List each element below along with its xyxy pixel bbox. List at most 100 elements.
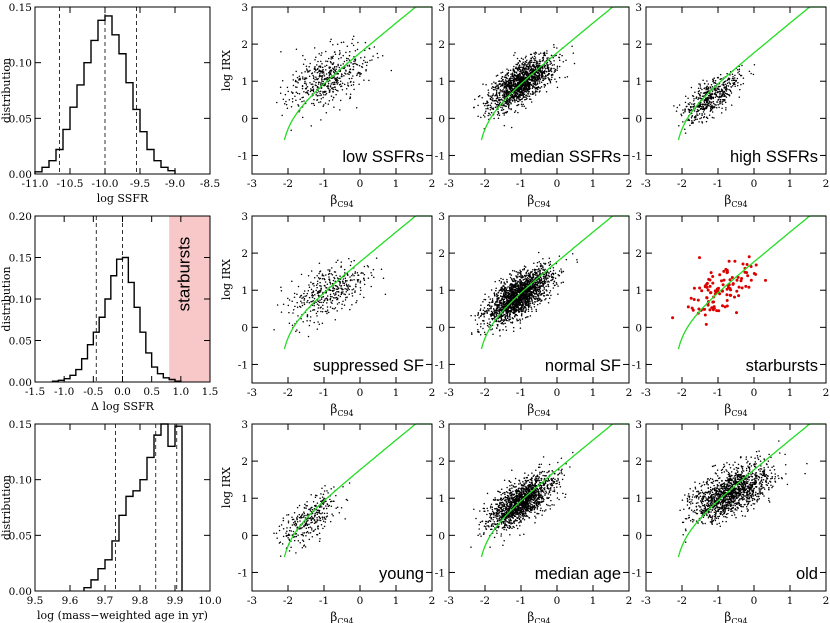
data-point bbox=[529, 61, 532, 63]
data-point bbox=[722, 83, 725, 86]
data-point bbox=[506, 280, 508, 283]
data-point bbox=[504, 286, 506, 289]
data-point bbox=[522, 94, 524, 97]
data-point bbox=[479, 309, 482, 312]
data-point bbox=[500, 320, 502, 322]
data-point bbox=[729, 83, 732, 85]
data-point bbox=[537, 71, 540, 74]
data-point bbox=[714, 80, 717, 82]
data-point bbox=[544, 64, 547, 67]
data-point bbox=[482, 327, 484, 330]
data-point bbox=[375, 257, 378, 259]
data-point bbox=[710, 106, 713, 108]
x-tick-label: 0 bbox=[357, 178, 364, 190]
data-point bbox=[482, 102, 485, 105]
data-point bbox=[528, 84, 530, 87]
data-point bbox=[525, 96, 527, 98]
data-point bbox=[297, 104, 299, 106]
data-point bbox=[557, 285, 559, 287]
data-point bbox=[483, 322, 485, 325]
data-point bbox=[377, 56, 379, 59]
x-tick-label: 2 bbox=[429, 178, 436, 190]
data-point bbox=[294, 305, 296, 308]
data-point bbox=[340, 85, 343, 87]
data-point bbox=[675, 110, 678, 112]
data-points bbox=[470, 251, 579, 337]
data-point bbox=[350, 61, 352, 64]
data-point bbox=[702, 107, 705, 109]
data-point bbox=[524, 266, 527, 268]
data-point bbox=[732, 82, 734, 84]
data-point bbox=[477, 314, 479, 316]
data-point bbox=[320, 97, 323, 100]
data-point bbox=[557, 293, 559, 295]
data-point bbox=[488, 307, 491, 310]
data-point bbox=[536, 281, 538, 283]
data-point bbox=[330, 38, 332, 40]
relation-curve bbox=[283, 6, 432, 141]
data-point bbox=[532, 65, 535, 68]
data-point bbox=[498, 80, 501, 82]
data-point bbox=[549, 289, 552, 292]
data-point bbox=[536, 283, 539, 285]
data-point bbox=[494, 86, 497, 88]
data-point bbox=[483, 316, 485, 318]
data-point bbox=[474, 98, 476, 101]
data-point bbox=[728, 94, 731, 97]
data-point bbox=[540, 85, 543, 88]
data-point bbox=[489, 95, 491, 98]
data-point bbox=[351, 38, 354, 41]
data-point bbox=[483, 298, 485, 301]
data-point bbox=[354, 58, 357, 60]
data-point bbox=[502, 298, 505, 300]
data-point bbox=[340, 41, 343, 44]
data-point bbox=[295, 330, 297, 333]
data-point bbox=[550, 273, 553, 276]
data-point bbox=[307, 93, 310, 96]
hist-ssfr: -11.0 -10.5 -10.0 -9.5 -9.0 -8.50.000.050.100… bbox=[0, 2, 220, 205]
data-point bbox=[520, 298, 522, 301]
data-point bbox=[730, 86, 733, 88]
data-point bbox=[311, 283, 314, 285]
data-point bbox=[510, 108, 512, 111]
data-points bbox=[276, 35, 393, 131]
data-point bbox=[721, 107, 723, 110]
histogram-frame bbox=[34, 6, 211, 175]
data-point bbox=[326, 309, 329, 311]
y-tick-label: 0 bbox=[241, 113, 248, 125]
data-point bbox=[307, 335, 310, 338]
data-point bbox=[506, 84, 509, 86]
data-point bbox=[553, 43, 555, 46]
data-point bbox=[341, 89, 344, 91]
data-point bbox=[534, 53, 536, 55]
data-point bbox=[490, 289, 493, 291]
data-point bbox=[290, 106, 293, 108]
y-tick-label: 0.10 bbox=[9, 475, 32, 487]
data-point bbox=[325, 69, 327, 71]
data-point bbox=[319, 291, 322, 293]
data-point bbox=[487, 104, 490, 106]
data-point bbox=[332, 90, 334, 93]
data-point bbox=[518, 79, 521, 81]
data-point bbox=[359, 280, 362, 283]
data-point bbox=[489, 109, 492, 111]
data-point bbox=[513, 99, 516, 102]
data-point bbox=[535, 296, 537, 298]
data-point bbox=[521, 303, 524, 305]
relation-curve bbox=[677, 6, 826, 141]
data-point bbox=[521, 62, 523, 65]
data-point bbox=[541, 281, 544, 283]
data-point bbox=[493, 309, 495, 311]
data-point bbox=[359, 286, 362, 289]
data-point bbox=[522, 279, 525, 281]
data-point bbox=[552, 56, 554, 59]
data-point bbox=[346, 296, 348, 298]
data-point bbox=[340, 64, 342, 67]
data-point bbox=[703, 82, 706, 85]
data-point bbox=[511, 269, 514, 272]
data-point bbox=[515, 304, 517, 306]
data-point bbox=[313, 297, 316, 300]
data-point bbox=[337, 64, 339, 67]
data-point bbox=[528, 85, 531, 88]
data-point bbox=[538, 261, 541, 263]
